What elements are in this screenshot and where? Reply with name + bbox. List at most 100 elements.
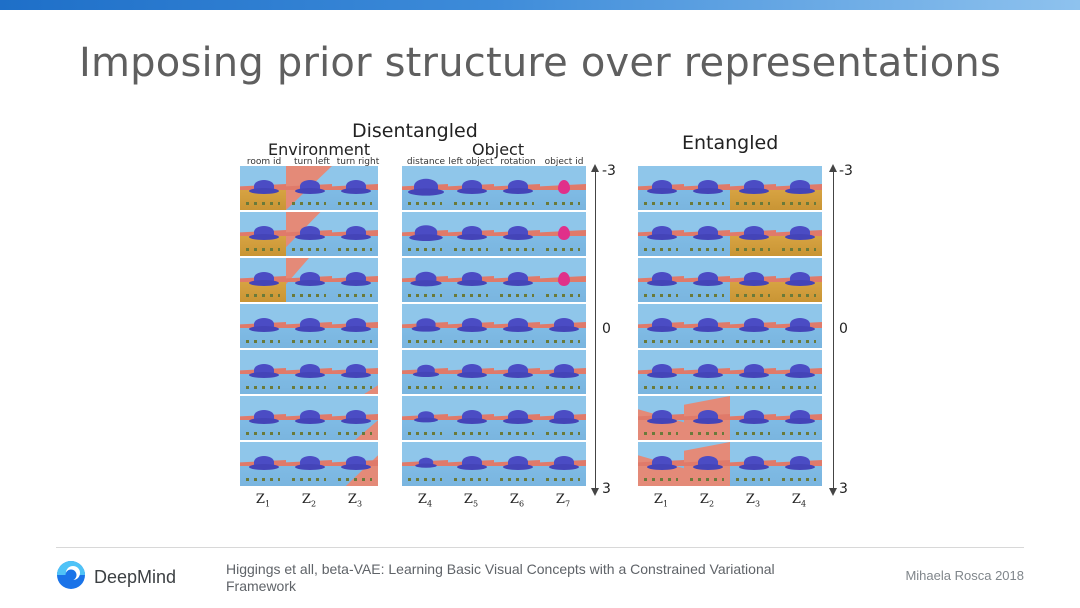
hat-object [693,364,723,378]
latent-label-index: 7 [564,499,571,509]
floor-dots [644,248,678,251]
floor-dots [644,432,678,435]
entangled-latent-label-z3: Z3 [730,492,776,509]
latent-label-z7: Z7 [540,492,586,509]
traversal-tile [240,304,286,348]
latent-label-index: 6 [518,499,525,509]
hat-object [503,272,533,286]
traversal-tile [638,350,684,394]
floor-dots [546,386,580,389]
traversal-tile [286,350,332,394]
floor-dots [644,478,678,481]
traversal-tile [240,442,286,486]
traversal-tile [332,396,378,440]
pink-object [558,180,570,194]
hat-object [341,318,371,332]
hat-object [410,271,442,287]
column-label-room-id: room id [246,157,282,167]
traversal-tile [494,212,540,256]
traversal-tile [684,258,730,302]
hat-object [249,410,279,424]
floor-dots [338,202,372,205]
hat-object [785,226,815,240]
floor-dots [246,386,280,389]
traversal-tile [286,304,332,348]
floor-dots [546,478,580,481]
floor-dots [246,432,280,435]
floor-dots [736,294,770,297]
latent-label-base: Z [347,492,357,507]
floor-dots [500,432,534,435]
hat-object [249,364,279,378]
floor-dots [736,202,770,205]
wall-wedge [364,385,378,394]
hat-object [457,410,487,424]
traversal-tile [448,258,494,302]
floor-dots [546,340,580,343]
traversal-tile [286,258,332,302]
traversal-tile [638,304,684,348]
disentangled-tick-0: 0 [602,321,611,337]
pink-object [558,272,570,286]
hat-object [411,318,441,332]
latent-label-base: Z [791,492,801,507]
entangled-tick-3: 3 [839,481,848,497]
hat-object [693,180,723,194]
floor-dots [690,294,724,297]
hat-object [457,272,487,286]
footer-divider [56,547,1024,548]
traversal-tile [638,166,684,210]
hat-object [295,180,325,194]
floor-dots [454,340,488,343]
floor-dots [500,202,534,205]
hat-object [647,456,677,470]
object-heading: Object [472,140,525,159]
traversal-tile [776,350,822,394]
traversal-tile [402,350,448,394]
hat-object [785,410,815,424]
floor-dots [292,386,326,389]
floor-dots [546,248,580,251]
latent-label-base: Z [555,492,565,507]
traversal-tile [494,304,540,348]
traversal-tile [448,350,494,394]
disentangled-heading: Disentangled [352,120,478,142]
latent-label-index: 1 [264,499,271,509]
floor-dots [736,248,770,251]
floor-dots [454,432,488,435]
hat-object [503,318,533,332]
hat-object [785,318,815,332]
traversal-tile [402,396,448,440]
traversal-tile [286,442,332,486]
floor-dots [546,432,580,435]
latent-label-z1: Z1 [240,492,286,509]
latent-label-z3: Z3 [332,492,378,509]
citation-text: Higgings et all, beta-VAE: Learning Basi… [226,561,775,594]
hat-object [693,272,723,286]
floor-dots [690,202,724,205]
hat-object [785,456,815,470]
floor-dots [338,432,372,435]
floor-dots [338,386,372,389]
traversal-tile [240,350,286,394]
floor-dots [500,340,534,343]
floor-dots [644,386,678,389]
traversal-tile [730,396,776,440]
hat-object [693,318,723,332]
hat-object [739,456,769,470]
hat-object [503,410,533,424]
disentangled-tick-3: 3 [602,481,611,497]
floor-dots [408,432,442,435]
hat-object [647,272,677,286]
column-label-turn-left: turn left [294,157,330,167]
floor-dots [736,386,770,389]
disentangled-tick-minus3: -3 [602,163,616,179]
latent-label-index: 1 [662,499,669,509]
hat-object [503,226,533,240]
traversal-tile [494,396,540,440]
traversal-tile [776,304,822,348]
latent-label-base: Z [463,492,473,507]
column-label-object-id: object id [544,157,584,167]
traversal-tile [332,166,378,210]
latent-label-base: Z [417,492,427,507]
